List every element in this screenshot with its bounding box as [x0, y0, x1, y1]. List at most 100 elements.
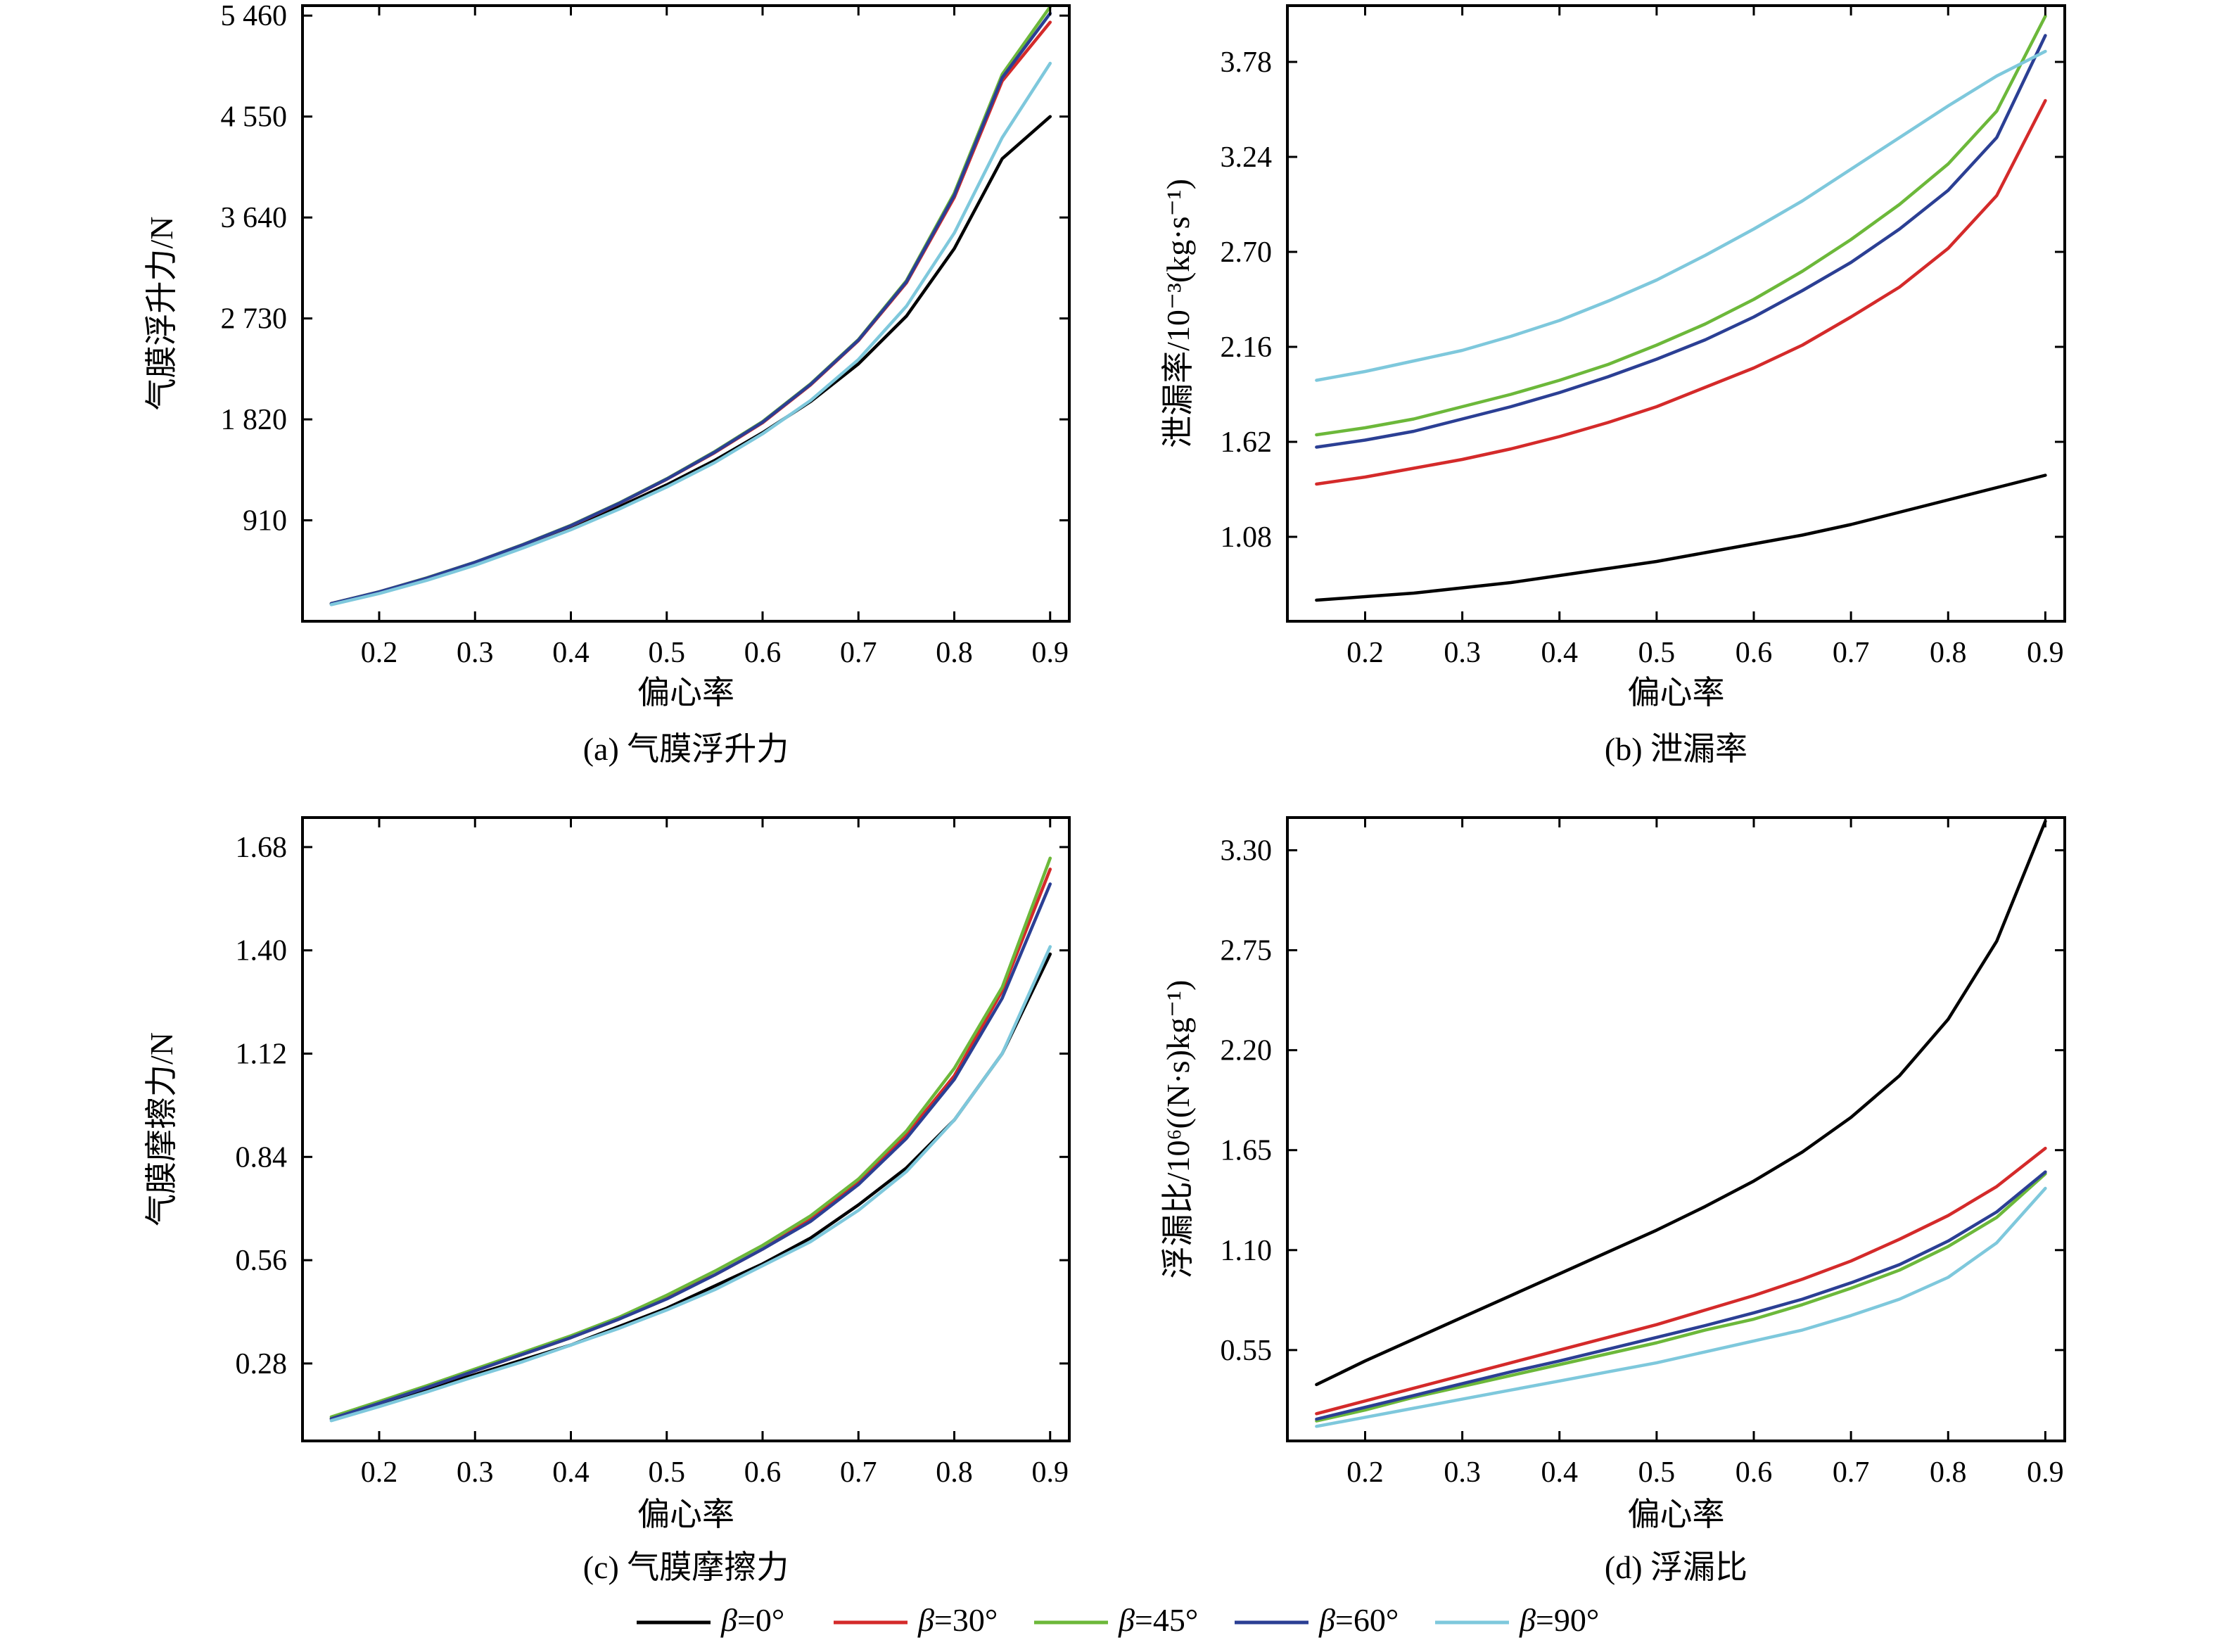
legend-value: =45°: [1135, 1602, 1198, 1638]
y-tick-label: 1.40: [236, 935, 288, 967]
legend-value: =60°: [1335, 1602, 1399, 1638]
series-line-b45: [329, 5, 1052, 606]
y-tick-label: 1.10: [1221, 1235, 1273, 1267]
legend-symbol: β: [1318, 1602, 1335, 1638]
y-tick-label: 2.75: [1221, 935, 1273, 967]
legend-label-b60: β=60°: [1318, 1602, 1399, 1638]
series-line-b60: [1315, 34, 2047, 449]
x-tick-label: 0.3: [1444, 1456, 1481, 1489]
y-tick-label: 1 820: [221, 404, 288, 436]
y-axis-label: 泄漏率/10⁻³(kg·s⁻¹): [1160, 179, 1196, 448]
x-tick-label: 0.3: [457, 637, 494, 669]
y-tick-label: 2.70: [1221, 236, 1273, 269]
y-tick-label: 2.20: [1221, 1035, 1273, 1067]
series-line-b30: [329, 868, 1052, 1421]
series-line-b30: [1315, 99, 2047, 486]
y-tick-label: 1.08: [1221, 521, 1273, 554]
legend-symbol: β: [1118, 1602, 1135, 1638]
panel-caption: (a) 气膜浮升力: [583, 731, 789, 767]
legend-label-b45: β=45°: [1118, 1602, 1198, 1638]
x-tick-label: 0.3: [1444, 637, 1481, 669]
y-tick-label: 0.28: [236, 1348, 288, 1380]
series-line-b45: [1315, 1172, 2047, 1423]
x-tick-label: 0.7: [1833, 1456, 1870, 1489]
y-tick-label: 2 730: [221, 303, 288, 336]
x-tick-label: 0.7: [1833, 637, 1870, 669]
series-line-b0: [1315, 819, 2047, 1387]
legend-label-b0: β=0°: [720, 1602, 784, 1638]
y-tick-label: 4 550: [221, 101, 288, 134]
x-tick-label: 0.2: [1346, 1456, 1384, 1489]
series-line-b30: [1315, 1146, 2047, 1416]
x-tick-label: 0.4: [552, 637, 590, 669]
y-tick-label: 3.78: [1221, 46, 1273, 79]
x-tick-label: 0.5: [649, 1456, 686, 1489]
y-tick-label: 1.12: [236, 1038, 288, 1071]
y-tick-label: 0.55: [1221, 1335, 1273, 1367]
y-tick-label: 2.16: [1221, 331, 1273, 364]
legend-label-b90: β=90°: [1519, 1602, 1599, 1638]
x-tick-label: 0.4: [1541, 1456, 1579, 1489]
y-axis-label: 气膜摩擦力/N: [144, 1032, 179, 1226]
panel-d-lift-leakage-ratio: 0.2 0.3 0.4 0.5 0.6 0.7 0.8 0.9 0.55 1.10 1.65 2.20…: [1160, 816, 2066, 1585]
legend: β=0° β=30° β=45° β=60° β=90°: [637, 1602, 1599, 1638]
x-tick-label: 0.4: [552, 1456, 590, 1489]
panel-c-friction-force: 0.2 0.3 0.4 0.5 0.6 0.7 0.8 0.9 0.28 0.56 0.84 1.12…: [144, 816, 1071, 1585]
y-axis-label: 浮漏比/10⁶((N·s)kg⁻¹): [1160, 980, 1196, 1279]
y-tick-label: 0.84: [236, 1141, 288, 1174]
x-axis-label: 偏心率: [1628, 675, 1725, 711]
y-tick-label: 910: [243, 505, 287, 538]
y-tick-label: 3.24: [1221, 141, 1273, 174]
y-tick-label: 3.30: [1221, 834, 1273, 867]
panel-caption: (c) 气膜摩擦力: [583, 1549, 789, 1585]
series-line-b45: [329, 856, 1052, 1419]
x-tick-label: 0.7: [840, 637, 877, 669]
x-tick-label: 0.6: [744, 637, 782, 669]
legend-symbol: β: [917, 1602, 934, 1638]
x-tick-label: 0.2: [1346, 637, 1384, 669]
x-tick-label: 0.8: [1930, 1456, 1967, 1489]
x-tick-label: 0.7: [840, 1456, 877, 1489]
y-tick-label: 0.56: [236, 1245, 288, 1277]
x-tick-label: 0.9: [2027, 637, 2064, 669]
x-tick-label: 0.9: [2027, 1456, 2064, 1489]
legend-label-b30: β=30°: [917, 1602, 998, 1638]
x-tick-label: 0.2: [361, 1456, 398, 1489]
series-line-b0: [329, 115, 1052, 606]
series-line-b90: [1315, 1186, 2047, 1428]
panel-caption: (b) 泄漏率: [1605, 731, 1747, 767]
series-line-b60: [329, 882, 1052, 1421]
y-tick-label: 1.68: [236, 832, 288, 864]
x-tick-label: 0.9: [1032, 637, 1069, 669]
series-line-b30: [329, 20, 1052, 606]
y-tick-label: 1.62: [1221, 426, 1273, 459]
y-tick-label: 5 460: [221, 0, 288, 32]
panel-caption: (d) 浮漏比: [1605, 1549, 1747, 1585]
x-tick-label: 0.8: [936, 637, 973, 669]
x-tick-label: 0.8: [1930, 637, 1967, 669]
x-axis-label: 偏心率: [637, 675, 734, 711]
x-tick-label: 0.5: [1638, 1456, 1676, 1489]
x-tick-label: 0.6: [1736, 1456, 1773, 1489]
plot-frame: [301, 816, 1071, 1442]
y-axis-label: 气膜浮升力/N: [144, 217, 179, 411]
x-tick-label: 0.6: [1736, 637, 1773, 669]
x-tick-label: 0.6: [744, 1456, 782, 1489]
legend-symbol: β: [1519, 1602, 1536, 1638]
legend-value: =0°: [737, 1602, 784, 1638]
series-line-b60: [1315, 1170, 2047, 1421]
series-line-b60: [329, 11, 1052, 606]
x-tick-label: 0.4: [1541, 637, 1579, 669]
x-tick-label: 0.9: [1032, 1456, 1069, 1489]
series-line-b45: [1315, 14, 2047, 437]
panel-a-lift-force: 0.2 0.3 0.4 0.5 0.6 0.7 0.8 0.9 910 1 820 2 730 3 6…: [144, 0, 1071, 767]
series-line-b90: [329, 61, 1052, 606]
x-tick-label: 0.2: [361, 637, 398, 669]
y-tick-label: 3 640: [221, 202, 288, 234]
series-line-b90: [329, 945, 1052, 1423]
x-tick-label: 0.5: [1638, 637, 1676, 669]
plot-frame: [1286, 816, 2066, 1442]
x-axis-label: 偏心率: [637, 1497, 734, 1532]
legend-value: =30°: [934, 1602, 998, 1638]
